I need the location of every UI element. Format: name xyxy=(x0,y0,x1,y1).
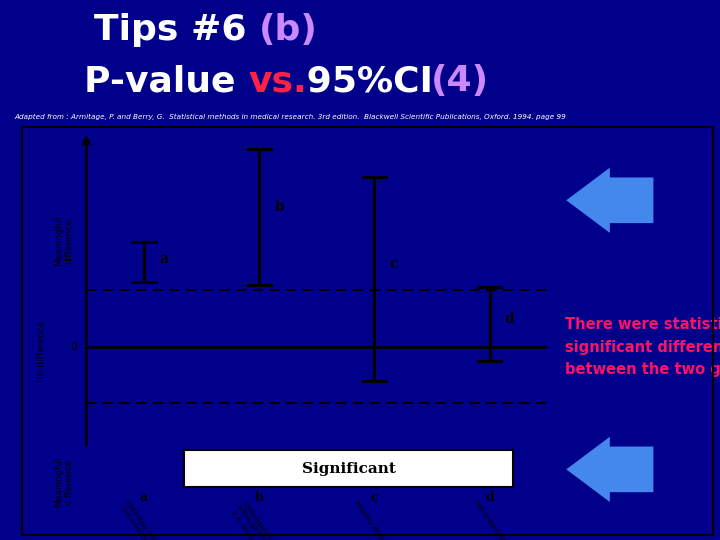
Text: P-value: P-value xyxy=(84,64,248,98)
Text: b: b xyxy=(255,491,264,504)
Text: 95%CI: 95%CI xyxy=(294,64,446,98)
Text: (4): (4) xyxy=(431,64,489,98)
Text: a: a xyxy=(140,491,148,504)
Text: Adapted from : Armitage, P. and Berry, G.  Statistical methods in medical resear: Adapted from : Armitage, P. and Berry, G… xyxy=(14,113,566,120)
Text: Definitely important
although less precise
(i.e. wider CI) than a: Definitely important although less preci… xyxy=(230,500,289,540)
Text: Definitely important
but smaller than b: Definitely important but smaller than b xyxy=(119,500,169,540)
Text: Not important: Not important xyxy=(473,500,506,540)
Text: c: c xyxy=(390,256,398,271)
Text: No difference: No difference xyxy=(37,321,45,382)
Text: vs.: vs. xyxy=(248,64,307,98)
Text: d: d xyxy=(505,312,514,326)
Text: Significant: Significant xyxy=(302,462,395,476)
Polygon shape xyxy=(566,437,654,502)
Text: d: d xyxy=(485,491,494,504)
Text: Tips #6: Tips #6 xyxy=(94,14,259,47)
FancyBboxPatch shape xyxy=(184,450,513,487)
Text: a: a xyxy=(159,252,168,266)
Text: c: c xyxy=(371,491,378,504)
Text: Possibly important:: Possibly important: xyxy=(353,500,396,540)
Text: b: b xyxy=(274,200,284,214)
Text: 0: 0 xyxy=(70,342,77,352)
Text: There were statistically
significant different
between the two groups.: There were statistically significant dif… xyxy=(565,318,720,377)
Polygon shape xyxy=(566,167,654,233)
Text: Meaningful
difference: Meaningful difference xyxy=(54,456,73,507)
Text: (b): (b) xyxy=(259,14,318,47)
Text: Meaningful
difference: Meaningful difference xyxy=(54,216,73,266)
